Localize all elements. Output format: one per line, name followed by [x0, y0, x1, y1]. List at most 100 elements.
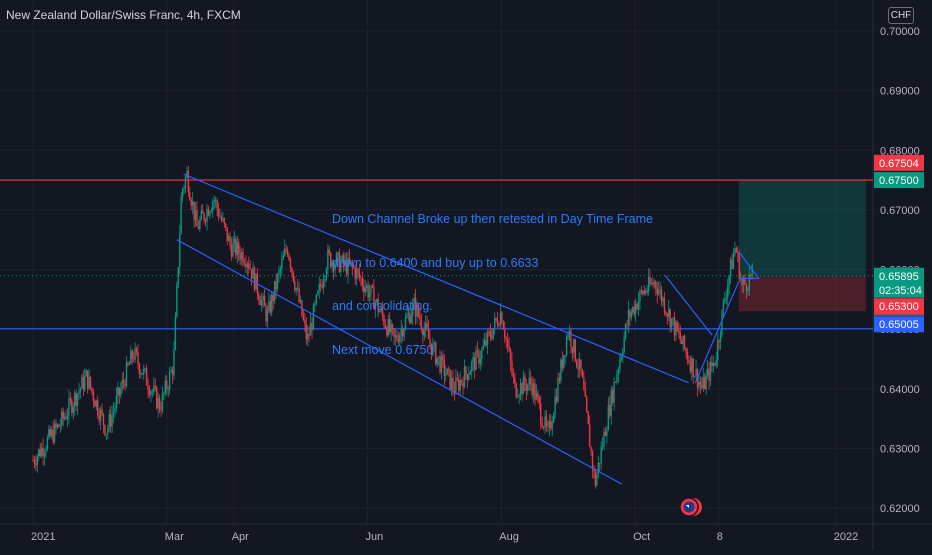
candle-body: [554, 396, 556, 415]
candle-body: [613, 381, 615, 403]
candle-body: [630, 312, 633, 318]
profit-target-zone[interactable]: [738, 180, 866, 277]
candle-body: [177, 267, 179, 285]
candle-body: [446, 368, 448, 375]
candle-body: [396, 335, 398, 340]
candle-body: [524, 376, 526, 386]
candle-body: [213, 200, 215, 202]
candle-body: [367, 285, 369, 298]
candle-body: [158, 398, 161, 411]
candle-body: [679, 332, 681, 341]
retest-line[interactable]: [738, 251, 760, 279]
candle-body: [65, 416, 67, 419]
candle-body: [381, 308, 384, 316]
candle-body: [744, 279, 746, 285]
candle-body: [273, 281, 276, 301]
candle-body: [315, 294, 318, 304]
candle-body: [698, 381, 700, 388]
candle-body: [245, 264, 247, 268]
candle-body: [179, 234, 181, 268]
candle-body: [373, 286, 375, 309]
candle-body: [632, 306, 634, 313]
candle-body: [363, 286, 365, 293]
candle-body: [538, 397, 540, 404]
candle-body: [646, 290, 648, 293]
candle-body: [665, 312, 667, 314]
candle-body: [718, 340, 720, 343]
candle-body: [575, 360, 578, 367]
candle-body: [111, 414, 113, 427]
candle-body: [294, 281, 296, 291]
candle-body: [88, 376, 90, 389]
candle-body: [342, 255, 345, 265]
candle-body: [564, 354, 566, 356]
candle-body: [400, 328, 402, 335]
stop-loss-zone[interactable]: [738, 276, 866, 312]
candle-body: [304, 319, 306, 324]
candle-body: [68, 398, 70, 416]
wedge-upper-line[interactable]: [664, 275, 713, 336]
candle-body: [203, 213, 205, 221]
candle-body: [465, 366, 467, 375]
candle-body: [101, 409, 103, 414]
candle-body: [403, 328, 405, 337]
candle-body: [747, 290, 749, 292]
candle-body: [335, 253, 338, 264]
candle-body: [82, 376, 85, 390]
wedge-lower-line[interactable]: [694, 281, 740, 384]
candle-body: [288, 254, 290, 260]
candle-body: [580, 359, 582, 371]
candle-body: [207, 209, 210, 216]
candle-body: [662, 297, 664, 302]
candle-body: [331, 261, 333, 267]
candle-body: [289, 259, 292, 269]
last-price-label: 0.65895: [879, 271, 919, 283]
candle-body: [702, 376, 704, 389]
candle-body: [92, 391, 95, 401]
candle-body: [134, 348, 136, 360]
candle-body: [440, 355, 443, 373]
candle-body: [637, 300, 640, 310]
candle-body: [285, 248, 287, 251]
candle-body: [708, 368, 710, 382]
candle-body: [435, 343, 437, 365]
candle-body: [515, 383, 517, 398]
candle-body: [35, 463, 37, 466]
candle-body: [409, 313, 411, 324]
symbol-title[interactable]: New Zealand Dollar/Swiss Franc, 4h, FXCM: [6, 8, 241, 22]
candle-body: [404, 317, 407, 329]
candle-body: [223, 218, 226, 224]
candle-body: [81, 376, 83, 389]
candle-body: [528, 377, 530, 385]
candle-body: [394, 335, 397, 337]
candle-body: [199, 219, 201, 230]
candle-body: [155, 387, 158, 409]
candle-body: [220, 216, 223, 221]
x-tick-label: Aug: [499, 531, 519, 543]
candle-body: [371, 285, 374, 287]
candle-body: [639, 290, 641, 301]
candle-body: [214, 200, 217, 201]
candle-body: [701, 385, 703, 389]
candle-body: [243, 263, 246, 265]
channel-upper-line[interactable]: [183, 173, 689, 384]
candle-body: [738, 253, 740, 280]
candle-body: [436, 357, 438, 365]
candle-body: [295, 288, 297, 291]
candle-body: [40, 447, 43, 457]
candle-body: [640, 290, 643, 292]
candle-body: [308, 333, 310, 336]
candle-body: [622, 352, 624, 357]
currency-selector[interactable]: CHF: [888, 7, 914, 24]
candle-body: [422, 329, 424, 336]
candle-body: [108, 414, 110, 429]
candle-body: [33, 460, 36, 464]
candle-body: [672, 317, 674, 319]
channel-lower-line[interactable]: [176, 239, 623, 485]
candle-body: [485, 340, 487, 346]
x-tick-label: Oct: [633, 531, 650, 543]
candle-body: [550, 420, 552, 429]
